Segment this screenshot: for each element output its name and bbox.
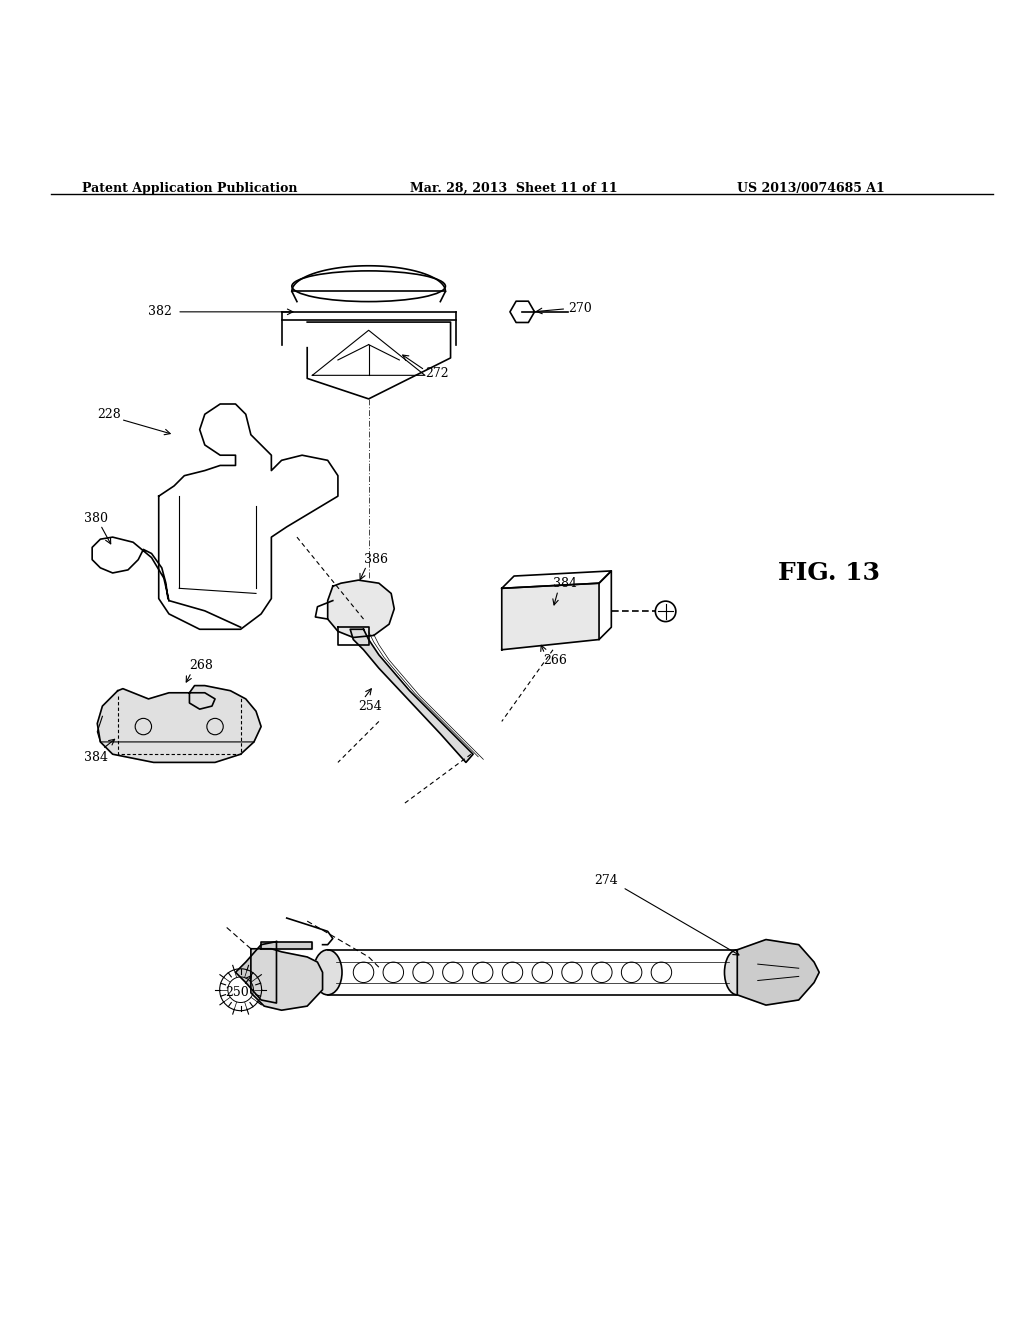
Text: 268: 268: [189, 659, 213, 672]
Text: 384: 384: [84, 751, 108, 764]
Text: US 2013/0074685 A1: US 2013/0074685 A1: [737, 182, 885, 195]
Polygon shape: [236, 941, 276, 1003]
Ellipse shape: [313, 950, 342, 995]
Text: 386: 386: [364, 553, 387, 566]
Polygon shape: [502, 583, 599, 649]
Text: 270: 270: [568, 302, 592, 315]
Polygon shape: [261, 941, 312, 949]
Text: 266: 266: [543, 653, 566, 667]
Text: 380: 380: [84, 512, 108, 525]
Text: 254: 254: [358, 700, 382, 713]
Text: 384: 384: [553, 577, 577, 590]
Text: 382: 382: [148, 305, 172, 318]
Polygon shape: [350, 630, 473, 763]
Text: 250: 250: [225, 986, 249, 999]
Polygon shape: [97, 685, 261, 763]
Text: 228: 228: [97, 408, 121, 421]
Polygon shape: [328, 579, 394, 638]
Text: 274: 274: [594, 874, 617, 887]
Polygon shape: [737, 940, 819, 1005]
Text: Patent Application Publication: Patent Application Publication: [82, 182, 297, 195]
Text: FIG. 13: FIG. 13: [778, 561, 881, 585]
Ellipse shape: [725, 950, 750, 995]
Text: Mar. 28, 2013  Sheet 11 of 11: Mar. 28, 2013 Sheet 11 of 11: [410, 182, 617, 195]
Text: 272: 272: [425, 367, 449, 380]
Polygon shape: [251, 949, 323, 1010]
